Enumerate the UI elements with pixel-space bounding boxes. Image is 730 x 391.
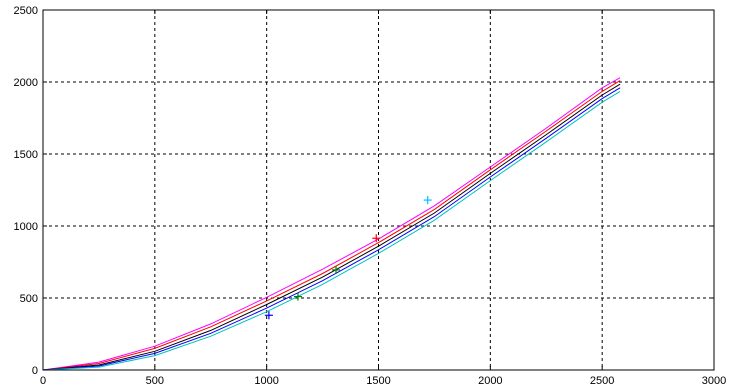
y-tick-label: 2500 (14, 5, 38, 17)
plus-marker (332, 265, 341, 274)
x-tick-label: 500 (146, 375, 164, 387)
y-tick-label: 1500 (14, 149, 38, 161)
series-line-4 (42, 87, 621, 371)
x-tick-label: 2000 (478, 375, 502, 387)
x-tick-label: 0 (40, 375, 46, 387)
data-markers (264, 196, 432, 320)
y-tick-label: 2000 (14, 77, 38, 89)
series-lines (42, 77, 621, 371)
x-tick-label: 3000 (702, 375, 726, 387)
y-tick-label: 1000 (14, 221, 38, 233)
x-axis-ticks: 0 500 1000 1500 2000 2500 3000 (40, 10, 726, 387)
plus-marker (372, 234, 381, 243)
y-axis-ticks: 0 500 1000 1500 2000 2500 (14, 5, 714, 377)
x-tick-label: 2500 (590, 375, 614, 387)
series-line-3 (42, 83, 621, 371)
series-line-5 (42, 90, 621, 371)
series-line-2 (42, 80, 621, 371)
series-line-1 (42, 77, 621, 371)
plus-marker (423, 196, 432, 205)
x-tick-label: 1500 (366, 375, 390, 387)
grid-lines (43, 10, 714, 370)
plus-marker (264, 311, 273, 320)
y-tick-label: 0 (32, 365, 38, 377)
plus-marker (293, 292, 302, 301)
x-tick-label: 1000 (254, 375, 278, 387)
y-tick-label: 500 (20, 293, 38, 305)
